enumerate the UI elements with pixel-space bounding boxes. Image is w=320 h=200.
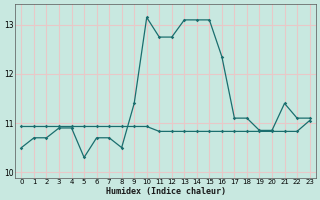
- X-axis label: Humidex (Indice chaleur): Humidex (Indice chaleur): [106, 187, 226, 196]
